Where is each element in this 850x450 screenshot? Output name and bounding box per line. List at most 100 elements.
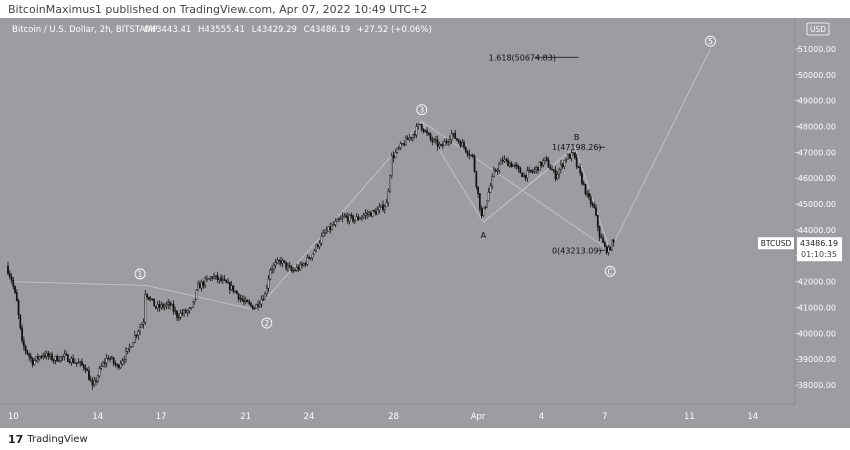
candle-body bbox=[59, 356, 62, 362]
candle-body bbox=[186, 310, 189, 313]
candle-body bbox=[438, 144, 441, 147]
candle-body bbox=[221, 278, 224, 282]
candle-body bbox=[232, 285, 235, 292]
candle-body bbox=[197, 283, 200, 291]
candle-body bbox=[551, 169, 553, 171]
time-axis[interactable]: 10 14 17 21 24 28 Apr 4 7 11 14 bbox=[8, 412, 758, 422]
candle-body bbox=[132, 342, 134, 348]
candle-body bbox=[193, 298, 196, 302]
candle-body bbox=[417, 123, 420, 127]
candle-body bbox=[369, 212, 372, 217]
candle-body bbox=[144, 294, 147, 323]
wave-labels: 1 2 3 A B C 5 bbox=[134, 35, 716, 329]
price-tick-label: 40000.00 bbox=[798, 329, 836, 338]
candle-body bbox=[309, 257, 312, 259]
candle-body bbox=[454, 132, 457, 139]
candle-body bbox=[119, 363, 122, 368]
fib-level-label: 0(43213.09) bbox=[552, 246, 602, 255]
candle-body bbox=[339, 218, 342, 220]
candle-body bbox=[500, 160, 502, 165]
candle-body bbox=[593, 204, 596, 209]
candle-body bbox=[440, 144, 442, 146]
candle-body bbox=[413, 134, 416, 136]
candle-body bbox=[581, 172, 583, 184]
candle-body bbox=[567, 154, 569, 160]
price-tick-label: 39000.00 bbox=[798, 355, 836, 364]
candle-body bbox=[394, 152, 397, 158]
chart-area[interactable]: Bitcoin / U.S. Dollar, 2h, BITSTAMP O434… bbox=[0, 18, 850, 428]
price-tick-label: 51000.00 bbox=[798, 45, 836, 54]
candle-body bbox=[579, 167, 582, 174]
candle-body bbox=[338, 218, 340, 221]
candle-body bbox=[611, 239, 613, 251]
candle-body bbox=[559, 164, 562, 170]
tradingview-logo[interactable]: 17 TradingView bbox=[8, 433, 88, 446]
candle-body bbox=[200, 281, 203, 289]
candle-body bbox=[54, 355, 57, 361]
candle-body bbox=[427, 132, 430, 135]
candle-body bbox=[111, 357, 113, 359]
candle-body bbox=[498, 164, 501, 171]
candle-body bbox=[595, 207, 597, 216]
candle-body bbox=[406, 137, 409, 140]
time-tick-label: 14 bbox=[747, 412, 758, 422]
candle-body bbox=[484, 206, 486, 209]
candle-body bbox=[512, 164, 515, 167]
candle-body bbox=[494, 169, 497, 172]
candle-body bbox=[183, 309, 185, 314]
candle-body bbox=[392, 155, 395, 158]
correction-line bbox=[421, 120, 611, 251]
candle-body bbox=[399, 143, 402, 148]
candle-body bbox=[72, 358, 75, 363]
candle-body bbox=[563, 160, 566, 167]
candle-body bbox=[195, 289, 198, 300]
candle-body bbox=[264, 293, 266, 301]
candle-body bbox=[241, 297, 244, 301]
candle-body bbox=[547, 159, 550, 168]
candle-body bbox=[292, 269, 295, 272]
candle-body bbox=[91, 380, 94, 386]
candle-body bbox=[308, 256, 310, 259]
time-tick-label: 10 bbox=[8, 412, 19, 422]
fib-level-label: 1.618(50674.83) bbox=[489, 53, 556, 62]
candle-body bbox=[466, 151, 469, 155]
candle-body bbox=[130, 346, 133, 348]
candle-body bbox=[371, 210, 374, 217]
candle-body bbox=[549, 167, 552, 170]
candle-body bbox=[361, 216, 363, 219]
candle-body bbox=[343, 215, 346, 218]
candle-body bbox=[537, 166, 539, 171]
candle-body bbox=[267, 278, 270, 289]
candlestick-chart[interactable]: Bitcoin / U.S. Dollar, 2h, BITSTAMP O434… bbox=[0, 18, 850, 428]
candle-body bbox=[137, 331, 140, 336]
candle-body bbox=[290, 266, 293, 272]
candle-body bbox=[253, 308, 256, 310]
candle-body bbox=[47, 353, 50, 357]
open-value: 43443.41 bbox=[151, 25, 192, 35]
candle-body bbox=[329, 226, 332, 230]
candle-body bbox=[58, 360, 60, 362]
candle-body bbox=[412, 134, 414, 139]
candle-body bbox=[325, 230, 328, 233]
candle-body bbox=[396, 148, 398, 153]
candle-body bbox=[158, 304, 161, 308]
wave-label-circle bbox=[604, 265, 616, 277]
price-axis[interactable]: 38000.00 39000.00 40000.00 41000.00 42000.00… bbox=[795, 45, 836, 390]
candle-body bbox=[288, 265, 291, 268]
candle-body bbox=[574, 152, 576, 158]
candle-body bbox=[103, 362, 106, 364]
candle-body bbox=[63, 353, 66, 357]
high-label: H bbox=[198, 25, 204, 35]
candle-body bbox=[533, 169, 536, 172]
candle-body bbox=[346, 216, 349, 222]
candle-body bbox=[480, 208, 483, 217]
candle-body bbox=[318, 242, 321, 247]
candle-body bbox=[56, 355, 59, 362]
candle-body bbox=[415, 126, 418, 136]
candle-body bbox=[107, 358, 110, 360]
candle-body bbox=[283, 260, 286, 263]
time-tick-label: 24 bbox=[304, 412, 315, 422]
price-tick-label: 42000.00 bbox=[798, 278, 836, 287]
candle-body bbox=[114, 362, 117, 366]
candle-body bbox=[237, 293, 240, 300]
